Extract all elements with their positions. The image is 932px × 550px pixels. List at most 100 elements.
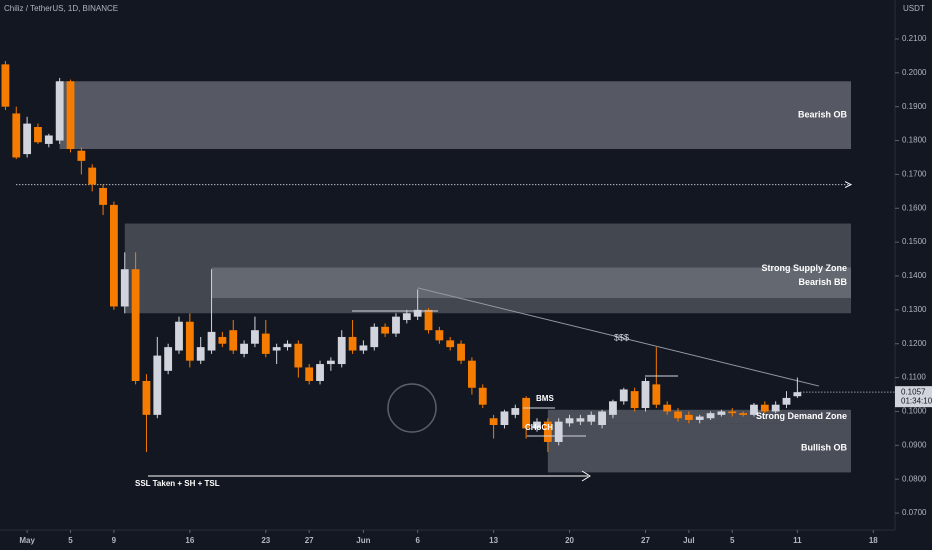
candle-body xyxy=(413,309,422,317)
y-tick-label: 0.1300 xyxy=(902,305,927,314)
candle-body xyxy=(251,330,259,344)
candle-body xyxy=(142,380,151,415)
candle-body xyxy=(543,421,552,442)
zone-label: Strong Demand Zone xyxy=(756,411,847,421)
x-tick-label: 9 xyxy=(112,536,117,545)
candle-body xyxy=(652,384,661,405)
candle-body xyxy=(576,418,585,422)
zone xyxy=(211,267,851,299)
annotation: BMS xyxy=(536,394,554,403)
level-arrow xyxy=(844,181,853,189)
candle-body xyxy=(424,309,433,331)
candle-body xyxy=(663,404,672,412)
candle-body xyxy=(695,416,704,420)
candle-body xyxy=(500,411,509,426)
y-tick-label: 0.1400 xyxy=(902,271,927,280)
candle-body xyxy=(511,408,520,415)
candle-body xyxy=(218,336,227,344)
x-tick-label: 27 xyxy=(641,536,650,545)
candle-body xyxy=(435,330,444,341)
candle-body xyxy=(771,404,780,412)
zone-label: Bearish OB xyxy=(798,110,848,120)
candle-body xyxy=(446,340,455,348)
zone xyxy=(59,81,851,150)
last-price-box xyxy=(895,386,932,408)
watermark-logo xyxy=(387,383,437,433)
candle-body xyxy=(337,336,346,365)
candle-body xyxy=(55,81,64,141)
y-tick-label: 0.1600 xyxy=(902,203,927,212)
candle-body xyxy=(175,321,183,351)
x-tick-label: 5 xyxy=(730,536,735,545)
x-tick-label: 27 xyxy=(305,536,314,545)
candle-body xyxy=(326,360,335,365)
y-tick-label: 0.1700 xyxy=(902,170,927,179)
candle-body xyxy=(674,411,682,419)
candle-body xyxy=(489,418,498,426)
candle-body xyxy=(739,413,748,415)
x-tick-label: 20 xyxy=(565,536,574,545)
candle-body xyxy=(359,345,368,351)
x-tick-label: 16 xyxy=(185,536,194,545)
candle-body xyxy=(587,414,596,422)
y-axis-label: USDT xyxy=(903,4,925,13)
candle-body xyxy=(66,81,75,150)
candle-body xyxy=(77,150,86,161)
candle-body xyxy=(728,411,737,414)
candle-body xyxy=(630,391,639,409)
x-tick-label: 23 xyxy=(261,536,270,545)
candle-body xyxy=(684,414,693,420)
candle-body xyxy=(478,387,487,405)
candle-body xyxy=(261,333,270,354)
zone xyxy=(547,423,851,473)
candle-body xyxy=(706,413,715,419)
candle-body xyxy=(750,404,758,415)
candle-body xyxy=(554,421,563,442)
y-tick-label: 0.1800 xyxy=(902,136,927,145)
candle-body xyxy=(793,392,802,397)
zone-label: Bearish BB xyxy=(798,277,847,287)
candle-body xyxy=(153,355,162,415)
candle-body xyxy=(110,204,118,307)
candle-body xyxy=(619,389,628,402)
y-tick-label: 0.2000 xyxy=(902,68,927,77)
zone-label: Bullish OB xyxy=(801,442,848,452)
candle-body xyxy=(1,64,10,107)
candle-body xyxy=(468,360,476,388)
arrow-head xyxy=(581,470,591,482)
candle-body xyxy=(392,316,400,334)
candle-body xyxy=(207,331,216,351)
candle-body xyxy=(12,113,21,158)
x-tick-label: 11 xyxy=(793,536,802,545)
candle-body xyxy=(641,380,650,409)
y-tick-label: 0.0700 xyxy=(902,508,927,517)
y-tick-label: 0.0900 xyxy=(902,440,927,449)
x-tick-label: Jun xyxy=(356,536,370,545)
candle-body xyxy=(240,343,248,354)
y-tick-label: 0.1500 xyxy=(902,237,927,246)
x-tick-label: May xyxy=(19,536,35,545)
y-tick-label: 0.1100 xyxy=(902,373,926,382)
last-price-label: 0.1057 xyxy=(901,387,926,396)
y-tick-label: 0.1000 xyxy=(902,407,927,416)
candle-body xyxy=(99,187,107,205)
candle-body xyxy=(34,126,42,143)
candle-body xyxy=(164,347,173,371)
y-tick-label: 0.1200 xyxy=(902,339,927,348)
candle-body xyxy=(402,313,411,321)
candle-body xyxy=(522,397,531,429)
candle-body xyxy=(294,343,303,368)
zone-label: Strong Supply Zone xyxy=(762,263,848,273)
candle-body xyxy=(44,135,53,144)
countdown-label: 01:34:10 xyxy=(901,396,932,405)
candle-body xyxy=(120,269,129,307)
candle-body xyxy=(348,336,357,351)
x-tick-label: 5 xyxy=(68,536,73,545)
candle-body xyxy=(717,411,726,415)
candle-body xyxy=(598,411,606,426)
candle-body xyxy=(457,343,465,361)
x-tick-label: 6 xyxy=(415,536,420,545)
chart-title: Chiliz / TetherUS, 1D, BINANCE xyxy=(4,4,118,13)
